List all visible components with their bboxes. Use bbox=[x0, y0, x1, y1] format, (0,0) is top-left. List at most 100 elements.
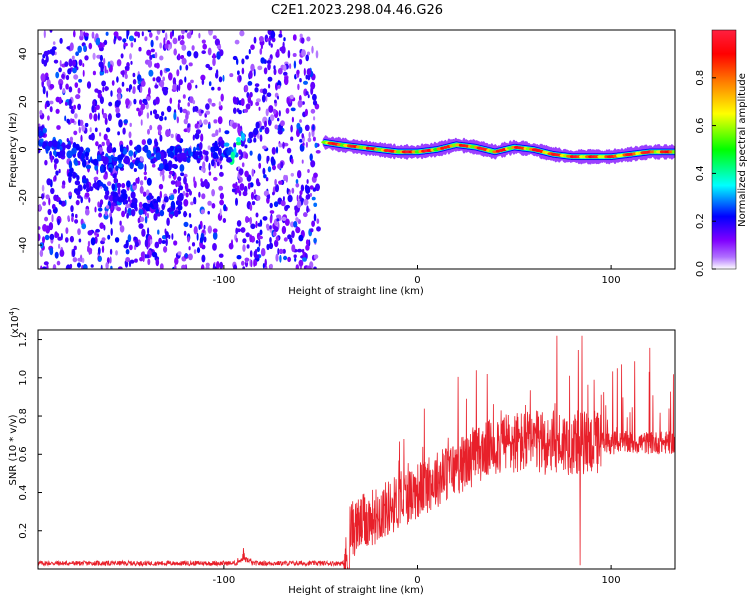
noise-cell bbox=[178, 83, 181, 91]
noise-cell bbox=[289, 63, 292, 70]
noise-cell bbox=[237, 123, 241, 130]
noise-cell bbox=[189, 190, 192, 196]
noise-cell bbox=[117, 36, 122, 41]
noise-cell bbox=[218, 253, 224, 258]
noise-cell bbox=[285, 204, 290, 209]
noise-cell bbox=[308, 131, 311, 139]
noise-cell bbox=[177, 53, 181, 61]
noise-cell bbox=[274, 99, 277, 104]
noise-cell bbox=[40, 265, 43, 269]
band-cell bbox=[77, 184, 83, 192]
band-cell bbox=[130, 191, 136, 199]
noise-cell bbox=[137, 85, 141, 90]
noise-cell bbox=[132, 72, 136, 78]
noise-cell bbox=[84, 122, 89, 128]
band-cell bbox=[78, 146, 84, 154]
noise-cell bbox=[191, 242, 196, 247]
noise-cell bbox=[124, 73, 128, 80]
noise-cell bbox=[120, 53, 124, 59]
noise-cell bbox=[295, 179, 299, 184]
noise-cell bbox=[201, 79, 205, 85]
noise-cell bbox=[268, 105, 274, 113]
noise-cell bbox=[138, 209, 144, 215]
noise-cell bbox=[187, 82, 192, 91]
noise-cell bbox=[249, 182, 254, 188]
noise-cell bbox=[58, 243, 61, 249]
noise-cell bbox=[264, 258, 267, 268]
noise-cell bbox=[151, 251, 158, 258]
noise-cell bbox=[141, 228, 146, 237]
noise-cell bbox=[235, 181, 238, 188]
noise-cell bbox=[67, 215, 70, 222]
noise-cell bbox=[97, 207, 103, 212]
x-tick-label: -100 bbox=[213, 275, 236, 286]
noise-cell bbox=[43, 30, 46, 39]
noise-cell bbox=[291, 116, 294, 123]
noise-cell bbox=[43, 261, 49, 266]
noise-cell bbox=[283, 237, 288, 242]
y-tick-label: 0.6 bbox=[18, 446, 29, 462]
noise-cell bbox=[290, 107, 296, 112]
noise-cell bbox=[266, 60, 272, 64]
noise-cell bbox=[125, 239, 129, 248]
noise-cell bbox=[61, 73, 65, 79]
band-cell bbox=[226, 149, 232, 156]
noise-cell bbox=[147, 59, 153, 68]
noise-cell bbox=[84, 32, 89, 37]
spectrogram-cells bbox=[38, 30, 675, 269]
noise-cell bbox=[249, 234, 253, 243]
noise-cell bbox=[159, 69, 163, 76]
noise-cell bbox=[255, 212, 259, 218]
snr-multiplier-label: (x104) bbox=[8, 307, 21, 338]
noise-cell bbox=[189, 30, 192, 34]
noise-cell bbox=[54, 251, 59, 259]
noise-cell bbox=[280, 120, 285, 127]
noise-cell bbox=[255, 121, 260, 129]
noise-cell bbox=[101, 245, 105, 253]
noise-cell bbox=[75, 94, 81, 100]
noise-cell bbox=[51, 214, 54, 223]
noise-cell bbox=[126, 30, 129, 40]
noise-cell bbox=[236, 255, 242, 260]
noise-cell bbox=[286, 97, 290, 104]
noise-cell bbox=[207, 47, 212, 56]
noise-cell bbox=[297, 83, 300, 91]
noise-cell bbox=[150, 110, 153, 116]
noise-cell bbox=[212, 35, 217, 40]
noise-cell bbox=[89, 112, 93, 120]
noise-cell bbox=[92, 70, 96, 76]
noise-cell bbox=[53, 158, 59, 165]
noise-cell bbox=[100, 264, 103, 269]
noise-cell bbox=[313, 202, 318, 207]
noise-cell bbox=[253, 68, 256, 77]
noise-cell bbox=[94, 231, 97, 236]
noise-cell bbox=[54, 162, 57, 170]
noise-cell bbox=[211, 189, 216, 197]
noise-cell bbox=[313, 116, 316, 121]
band-cell bbox=[153, 147, 157, 155]
noise-cell bbox=[133, 236, 137, 241]
band-cell bbox=[66, 150, 73, 159]
noise-cell bbox=[104, 86, 108, 92]
noise-cell bbox=[188, 253, 193, 261]
noise-cell bbox=[46, 178, 52, 186]
noise-cell bbox=[51, 203, 56, 210]
noise-cell bbox=[239, 75, 242, 82]
noise-cell bbox=[291, 158, 294, 165]
noise-cell bbox=[154, 84, 159, 89]
noise-cell bbox=[58, 67, 62, 73]
noise-cell bbox=[286, 147, 292, 154]
noise-cell bbox=[169, 97, 173, 104]
noise-cell bbox=[154, 52, 158, 59]
noise-cell bbox=[255, 101, 260, 107]
noise-cell bbox=[39, 109, 43, 116]
noise-cell bbox=[139, 180, 144, 186]
x-tick-label: 0 bbox=[414, 575, 420, 586]
noise-cell bbox=[265, 95, 268, 102]
noise-cell bbox=[122, 38, 127, 43]
noise-cell bbox=[305, 74, 308, 80]
noise-cell bbox=[205, 110, 211, 115]
band-cell bbox=[59, 148, 66, 158]
noise-cell bbox=[258, 238, 261, 247]
noise-cell bbox=[242, 238, 247, 244]
